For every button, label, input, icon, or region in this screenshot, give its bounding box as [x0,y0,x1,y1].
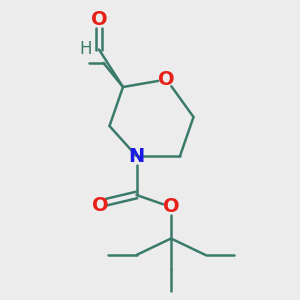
Text: O: O [158,70,175,89]
Text: O: O [163,197,179,217]
Text: H: H [79,40,92,58]
Text: O: O [92,196,109,215]
Text: N: N [128,146,145,166]
Text: O: O [91,10,107,29]
